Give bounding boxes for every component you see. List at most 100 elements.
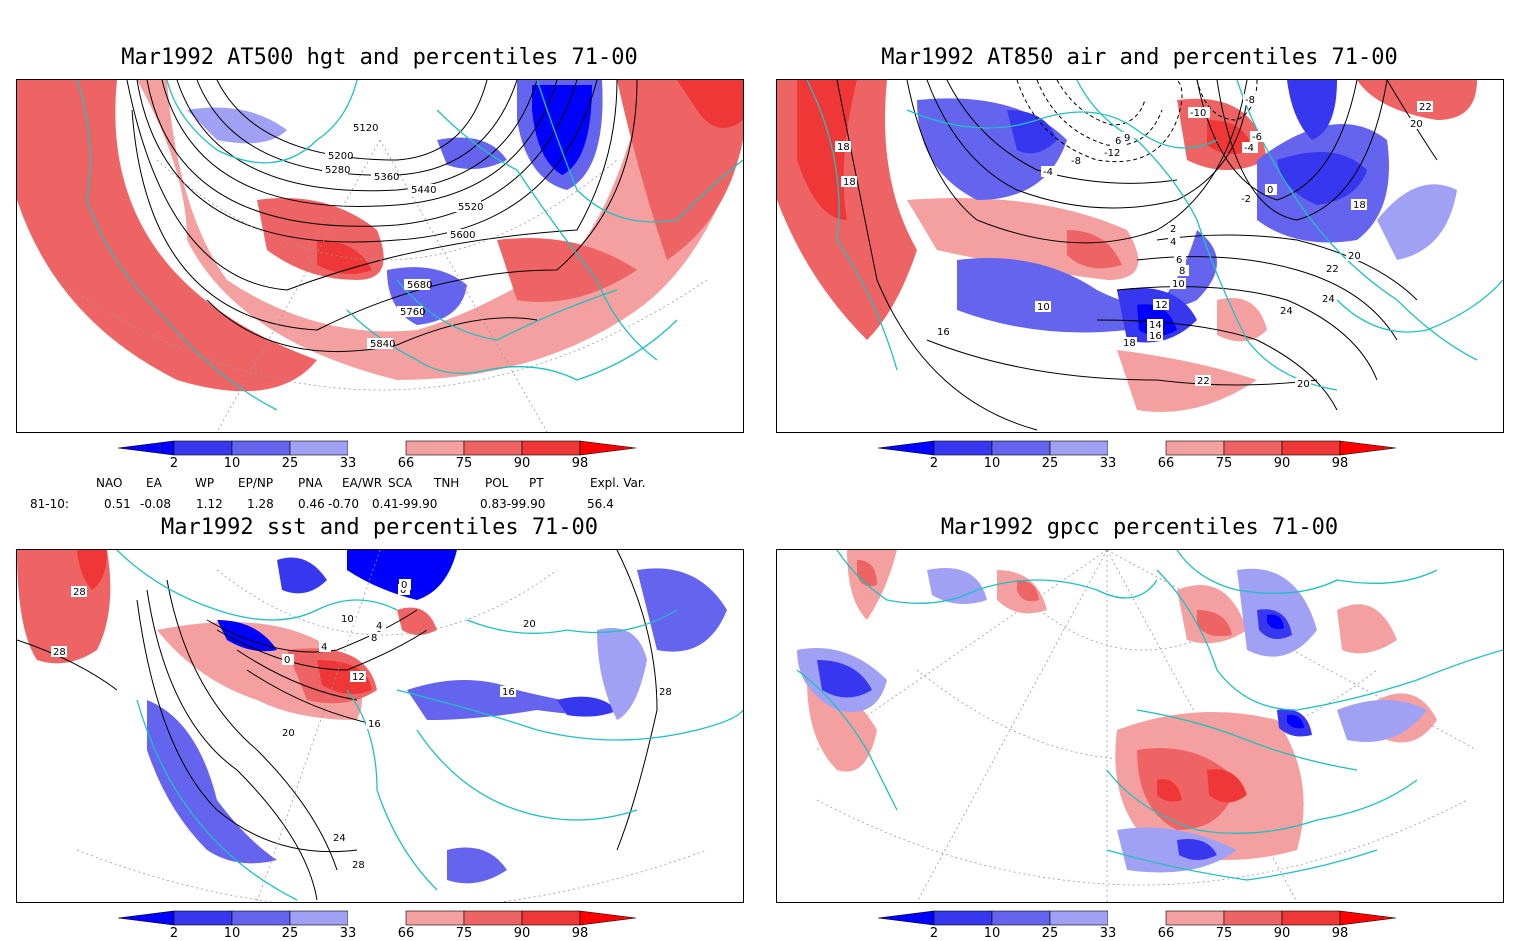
contour-label: 20 <box>1410 119 1423 130</box>
contour-label: 16 <box>502 687 515 698</box>
map-sst-svg: 28 28 10 0 4 8 4 0 12 16 20 24 28 16 28 … <box>17 550 743 902</box>
colorbar-tick-label: 10 <box>223 926 241 941</box>
contour-label: 18 <box>843 177 856 188</box>
colorbar-tick-label: 90 <box>1273 456 1291 471</box>
contour-label: 10 <box>1172 279 1185 290</box>
colorbar-tick-label: 90 <box>513 926 531 941</box>
contour-label: 10 <box>1037 302 1050 313</box>
map-panel-gpcc <box>776 549 1504 903</box>
map-panel-hgt: 5120 5200 5280 5360 5440 5520 5600 5680 … <box>16 79 744 433</box>
colorbar-tick-label: 33 <box>1099 456 1117 471</box>
colorbar-tick-label: 98 <box>571 926 589 941</box>
map-gpcc-svg <box>796 550 1503 902</box>
index-value-pna: 0.46 <box>298 497 325 511</box>
contour-label: 5760 <box>400 307 425 318</box>
colorbar-arrow-low <box>118 910 175 926</box>
colorbar-tick-label: 33 <box>1099 926 1117 941</box>
contour-label: 4 <box>321 642 327 653</box>
colorbar-arrow-low <box>878 440 935 456</box>
colorbar-tick-label: 90 <box>513 456 531 471</box>
colorbar-tick-label: 75 <box>1215 926 1233 941</box>
colorbar-segment <box>173 440 233 456</box>
contour-label: 6 <box>1176 255 1182 266</box>
index-row-label: 81-10: <box>30 497 69 511</box>
colorbar-segment <box>1165 910 1225 926</box>
contour-label: 14 <box>1149 320 1162 331</box>
contour-label: 22 <box>1326 264 1339 275</box>
contour-label: 4 <box>1170 237 1176 248</box>
contour-label: 6 <box>1115 136 1121 147</box>
contour-label: 28 <box>73 587 86 598</box>
contour-label: 20 <box>1297 379 1310 390</box>
contour-label: 0 <box>401 580 407 591</box>
colorbar-labels-sst: 2 10 25 33 66 75 90 98 <box>118 926 644 941</box>
contour-label: 22 <box>1419 102 1432 113</box>
contour-label: -4 <box>1244 143 1254 154</box>
contour-label: -12 <box>1104 148 1120 159</box>
colorbar-tick-label: 2 <box>169 926 179 941</box>
colorbar-arrow-high <box>579 910 637 926</box>
contour-label: 0 <box>400 585 406 596</box>
colorbar-segment <box>1108 911 1166 925</box>
colorbar-segment <box>521 440 581 456</box>
colorbar-gpcc <box>878 910 1397 926</box>
colorbar-air <box>878 440 1397 456</box>
index-header-ea: EA <box>146 476 162 490</box>
index-header-pol: POL <box>485 476 509 490</box>
contour-label: 20 <box>282 728 295 739</box>
panel-title-hgt: Mar1992 AT500 hgt and percentiles 71-00 <box>121 45 638 70</box>
colorbar-segment <box>991 440 1051 456</box>
contour-label: 5600 <box>450 230 475 241</box>
index-header-tnh: TNH <box>434 476 460 490</box>
index-header-expl-var: Expl. Var. <box>590 476 646 490</box>
contour-label: 18 <box>1123 338 1136 349</box>
colorbar-tick-label: 2 <box>929 456 939 471</box>
colorbar-tick-label: 66 <box>397 456 415 471</box>
index-header-eawr: EA/WR <box>342 476 383 490</box>
colorbar-labels-hgt: 2 10 25 33 66 75 90 98 <box>118 456 644 472</box>
colorbar-tick-label: 10 <box>223 456 241 471</box>
map-panel-sst: 28 28 10 0 4 8 4 0 12 16 20 24 28 16 28 … <box>16 549 744 903</box>
colorbar-segment <box>348 911 406 925</box>
colorbar-segment <box>231 440 291 456</box>
contour-label: 9 <box>1124 133 1130 144</box>
index-header-pna: PNA <box>298 476 323 490</box>
colorbar-segment <box>463 910 523 926</box>
colorbar-hgt <box>118 440 637 456</box>
colorbar-tick-label: 2 <box>929 926 939 941</box>
contour-label: 2 <box>1170 224 1176 235</box>
contour-label: -8 <box>1245 95 1255 106</box>
colorbar-segment <box>289 910 349 926</box>
colorbar-tick-label: 2 <box>169 456 179 471</box>
colorbar-arrow-high <box>579 440 637 456</box>
colorbar-segment <box>1049 910 1109 926</box>
index-value-expl-var: 56.4 <box>587 497 614 511</box>
contour-label: 5440 <box>411 185 436 196</box>
contour-label: 28 <box>53 647 66 658</box>
colorbar-tick-label: 98 <box>571 456 589 471</box>
colorbar-segment <box>348 441 406 455</box>
contour-label: 24 <box>1280 306 1293 317</box>
map-panel-air: 18 18 -10 -8 -6 -4 -2 0 2 4 6 8 10 10 12… <box>776 79 1504 433</box>
colorbar-tick-label: 10 <box>983 456 1001 471</box>
index-header-sca: SCA <box>388 476 413 490</box>
contour-label: 0 <box>284 655 290 666</box>
colorbar-tick-label: 33 <box>339 456 357 471</box>
shade-red <box>17 80 743 380</box>
contour-label: 28 <box>659 687 672 698</box>
contour-label: 5840 <box>370 339 395 350</box>
contour-label: 24 <box>333 833 346 844</box>
colorbar-tick-label: 25 <box>1041 926 1059 941</box>
index-value-pol-pt: 0.83-99.90 <box>480 497 546 511</box>
contour-label: 16 <box>368 719 381 730</box>
index-value-nao: 0.51 <box>104 497 131 511</box>
contour-label: 8 <box>1179 266 1185 277</box>
colorbar-segment <box>1049 440 1109 456</box>
colorbar-segment <box>933 440 993 456</box>
contour-label: 5200 <box>328 151 353 162</box>
colorbar-segment <box>405 440 465 456</box>
colorbar-segment <box>1281 440 1341 456</box>
colorbar-tick-label: 66 <box>1157 456 1175 471</box>
contour-label: 4 <box>376 621 382 632</box>
colorbar-arrow-high <box>1339 440 1397 456</box>
